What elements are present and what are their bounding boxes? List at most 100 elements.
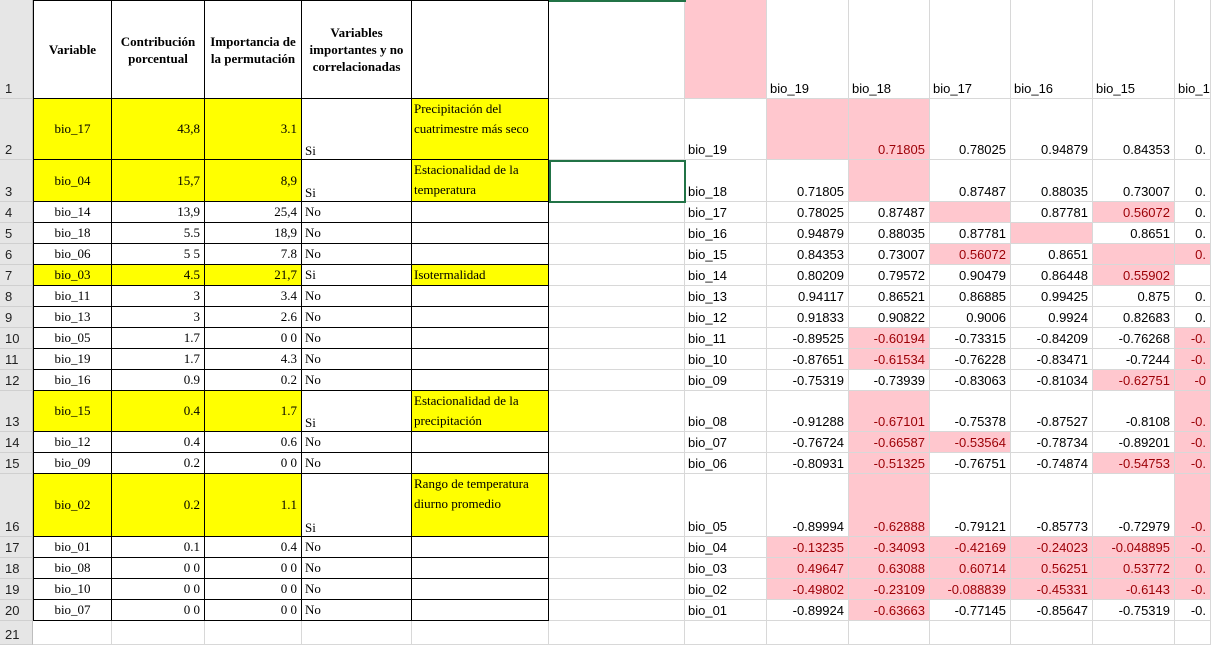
matrix-cell[interactable]: -0.91288 — [767, 391, 849, 432]
table-cell-desc[interactable] — [412, 244, 549, 265]
matrix-cell[interactable]: -0.49802 — [767, 579, 849, 600]
matrix-row-label[interactable]: bio_13 — [685, 286, 767, 307]
table-cell-desc[interactable] — [412, 558, 549, 579]
row-header[interactable]: 6 — [0, 244, 33, 265]
table-cell-variable[interactable]: bio_14 — [33, 202, 112, 223]
grid-cell[interactable] — [549, 621, 685, 645]
matrix-cell[interactable]: -0.75378 — [930, 391, 1011, 432]
table-cell-variable[interactable]: bio_08 — [33, 558, 112, 579]
grid-cell[interactable] — [549, 537, 685, 558]
table-cell-variable[interactable]: bio_01 — [33, 537, 112, 558]
matrix-cell[interactable]: 0.60714 — [930, 558, 1011, 579]
row-header[interactable]: 7 — [0, 265, 33, 286]
row-header[interactable]: 11 — [0, 349, 33, 370]
table-cell-contrib[interactable]: 5 5 — [112, 244, 205, 265]
table-cell-contrib[interactable]: 0.4 — [112, 432, 205, 453]
table-cell-perm[interactable]: 21,7 — [205, 265, 302, 286]
table-cell-important[interactable]: No — [302, 286, 412, 307]
table-cell-important[interactable]: Si — [302, 265, 412, 286]
table-cell-important[interactable]: No — [302, 432, 412, 453]
matrix-cell[interactable]: 0.86885 — [930, 286, 1011, 307]
table-cell-variable[interactable]: bio_16 — [33, 370, 112, 391]
matrix-col-header[interactable]: bio_1 — [1175, 0, 1211, 99]
matrix-cell[interactable]: 0.91833 — [767, 307, 849, 328]
matrix-cell[interactable]: 0.73007 — [1093, 160, 1175, 202]
grid-cell[interactable] — [849, 621, 930, 645]
matrix-cell[interactable]: -0.75319 — [1093, 600, 1175, 621]
matrix-cell[interactable]: -0.7244 — [1093, 349, 1175, 370]
matrix-cell[interactable]: 0.71805 — [767, 160, 849, 202]
row-header[interactable]: 21 — [0, 621, 33, 645]
row-header[interactable]: 4 — [0, 202, 33, 223]
table-cell-desc[interactable]: Precipitación del cuatrimestre más seco — [412, 99, 549, 160]
table-cell-perm[interactable]: 0 0 — [205, 558, 302, 579]
matrix-cell[interactable]: 0.87781 — [1011, 202, 1093, 223]
matrix-cell[interactable]: -0.76724 — [767, 432, 849, 453]
matrix-cell[interactable]: -0.80931 — [767, 453, 849, 474]
table-cell-contrib[interactable]: 0.9 — [112, 370, 205, 391]
table-cell-perm[interactable]: 8,9 — [205, 160, 302, 202]
matrix-cell[interactable]: -0.61534 — [849, 349, 930, 370]
grid-cell[interactable] — [549, 265, 685, 286]
matrix-cell[interactable]: 0.9924 — [1011, 307, 1093, 328]
matrix-cell[interactable]: 0.875 — [1093, 286, 1175, 307]
matrix-cell[interactable]: -0 — [1175, 370, 1211, 391]
matrix-cell[interactable]: -0. — [1175, 453, 1211, 474]
matrix-cell[interactable]: 0.87487 — [930, 160, 1011, 202]
matrix-row-label[interactable]: bio_07 — [685, 432, 767, 453]
table-cell-important[interactable]: No — [302, 600, 412, 621]
grid-cell[interactable] — [1011, 621, 1093, 645]
table-cell-important[interactable]: No — [302, 370, 412, 391]
table-cell-variable[interactable]: bio_15 — [33, 391, 112, 432]
table-cell-perm[interactable]: 18,9 — [205, 223, 302, 244]
matrix-cell[interactable]: -0.088839 — [930, 579, 1011, 600]
table-cell-desc[interactable] — [412, 453, 549, 474]
matrix-cell[interactable]: -0.74874 — [1011, 453, 1093, 474]
matrix-cell[interactable]: -0.51325 — [849, 453, 930, 474]
matrix-cell[interactable]: 0.63088 — [849, 558, 930, 579]
table-cell-desc[interactable] — [412, 223, 549, 244]
matrix-cell[interactable]: -0.42169 — [930, 537, 1011, 558]
matrix-cell[interactable]: 0.94117 — [767, 286, 849, 307]
table-cell-desc[interactable]: Isotermalidad — [412, 265, 549, 286]
matrix-row-label[interactable]: bio_15 — [685, 244, 767, 265]
grid-cell[interactable] — [549, 307, 685, 328]
table-cell-variable[interactable]: bio_12 — [33, 432, 112, 453]
table-cell-perm[interactable]: 0 0 — [205, 453, 302, 474]
matrix-cell[interactable] — [849, 160, 930, 202]
matrix-col-header[interactable]: bio_15 — [1093, 0, 1175, 99]
table-cell-desc[interactable] — [412, 579, 549, 600]
matrix-cell[interactable]: 0. — [1175, 223, 1211, 244]
table-cell-desc[interactable] — [412, 307, 549, 328]
grid-cell[interactable] — [549, 432, 685, 453]
matrix-cell[interactable]: 0.8651 — [1011, 244, 1093, 265]
matrix-cell[interactable]: -0.13235 — [767, 537, 849, 558]
table-cell-variable[interactable]: bio_03 — [33, 265, 112, 286]
table-cell-desc[interactable] — [412, 349, 549, 370]
row-header[interactable]: 12 — [0, 370, 33, 391]
matrix-cell[interactable]: -0.87527 — [1011, 391, 1093, 432]
table-cell-important[interactable]: No — [302, 202, 412, 223]
table-cell-variable[interactable]: bio_09 — [33, 453, 112, 474]
matrix-cell[interactable] — [1011, 223, 1093, 244]
matrix-cell[interactable]: 0.84353 — [1093, 99, 1175, 160]
table-cell-contrib[interactable]: 4.5 — [112, 265, 205, 286]
matrix-cell[interactable]: -0.73939 — [849, 370, 930, 391]
row-header[interactable]: 14 — [0, 432, 33, 453]
table-cell-perm[interactable]: 0 0 — [205, 579, 302, 600]
matrix-cell[interactable]: -0. — [1175, 432, 1211, 453]
matrix-cell[interactable]: -0.89924 — [767, 600, 849, 621]
table-header-cell[interactable]: Variable — [33, 0, 112, 99]
table-cell-variable[interactable]: bio_18 — [33, 223, 112, 244]
matrix-cell[interactable] — [1175, 265, 1211, 286]
table-cell-contrib[interactable]: 1.7 — [112, 328, 205, 349]
matrix-cell[interactable]: -0. — [1175, 391, 1211, 432]
table-cell-important[interactable]: No — [302, 558, 412, 579]
matrix-cell[interactable]: 0.53772 — [1093, 558, 1175, 579]
matrix-col-header[interactable]: bio_17 — [930, 0, 1011, 99]
table-cell-contrib[interactable]: 0.2 — [112, 453, 205, 474]
matrix-col-header[interactable]: bio_16 — [1011, 0, 1093, 99]
table-cell-variable[interactable]: bio_04 — [33, 160, 112, 202]
matrix-cell[interactable] — [767, 99, 849, 160]
row-header[interactable]: 2 — [0, 99, 33, 160]
